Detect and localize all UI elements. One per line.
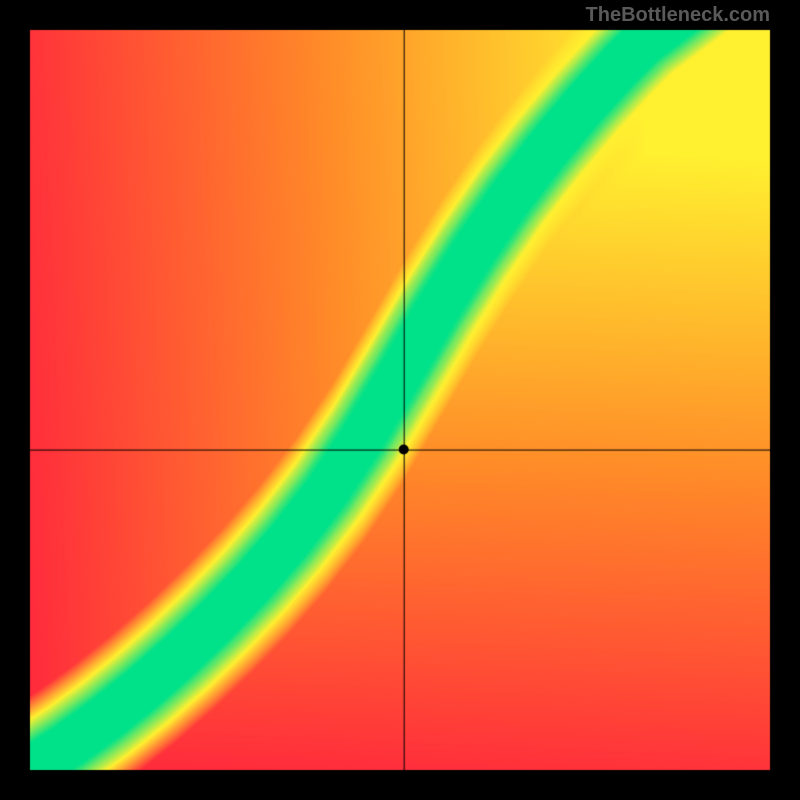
watermark-text: TheBottleneck.com: [586, 4, 770, 27]
bottleneck-heatmap: [0, 0, 800, 800]
chart-container: TheBottleneck.com: [0, 0, 800, 800]
